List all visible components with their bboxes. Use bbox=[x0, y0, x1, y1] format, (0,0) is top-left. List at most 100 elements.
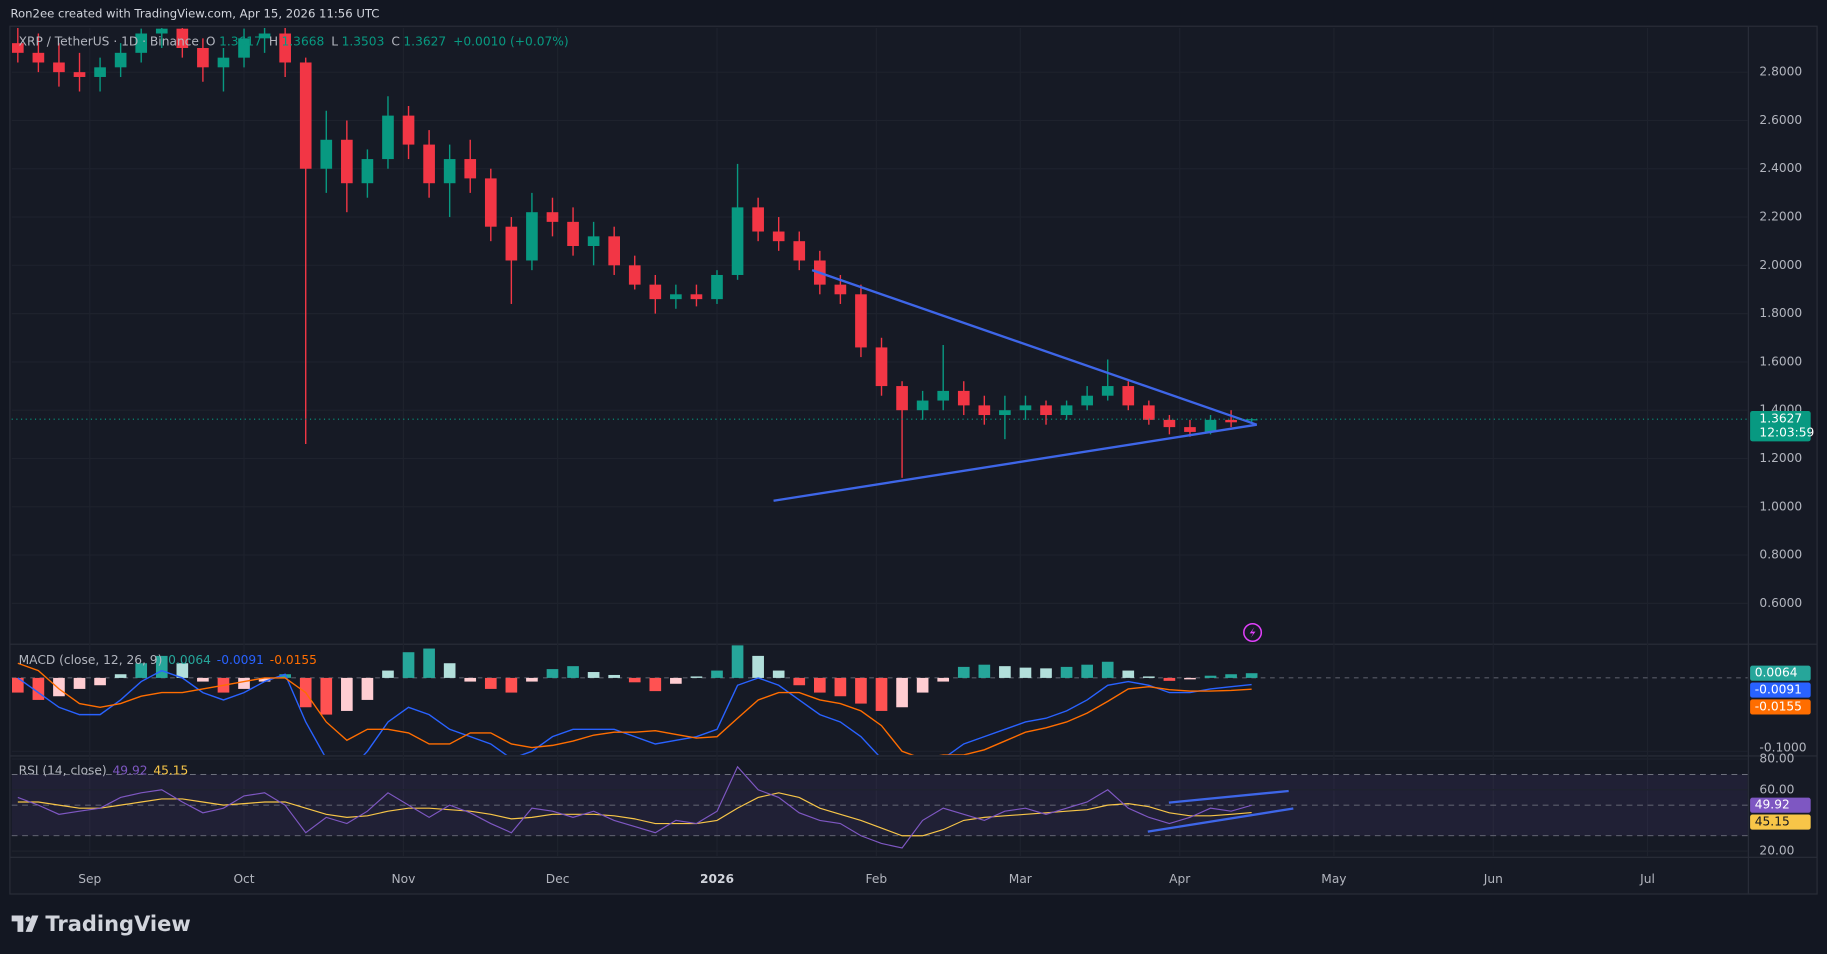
histogram-bar bbox=[1143, 676, 1155, 678]
alert-icon[interactable] bbox=[1243, 623, 1263, 642]
histogram-bar bbox=[1101, 661, 1114, 678]
candle-body bbox=[505, 226, 518, 261]
candle-body bbox=[772, 231, 785, 242]
header-text: Ron2ee created with TradingView.com, Apr… bbox=[10, 6, 379, 20]
histogram-bar bbox=[1081, 664, 1093, 678]
y-tick-label: 2.6000 bbox=[1759, 113, 1802, 127]
histogram-bar bbox=[135, 663, 148, 678]
candle-body bbox=[608, 236, 621, 266]
y-tick-label: 2.8000 bbox=[1759, 65, 1802, 79]
candle-body bbox=[875, 347, 888, 387]
histogram-bar bbox=[999, 666, 1011, 678]
histogram-bar bbox=[896, 677, 908, 708]
histogram-bar bbox=[94, 677, 106, 686]
histogram-bar bbox=[279, 674, 291, 678]
candle-body bbox=[937, 390, 950, 401]
candle-body bbox=[1122, 386, 1135, 406]
candle-body bbox=[238, 38, 250, 58]
candle-body bbox=[916, 400, 929, 411]
histogram-bar bbox=[53, 677, 65, 697]
change-value: +0.0010 (+0.07%) bbox=[453, 34, 568, 48]
trendline bbox=[1147, 807, 1294, 833]
candle-body bbox=[896, 386, 908, 411]
candle-body bbox=[1245, 419, 1258, 421]
histogram-bar bbox=[402, 652, 415, 678]
histogram-bar bbox=[505, 677, 518, 693]
candle-body bbox=[217, 57, 230, 68]
brand-name: TradingView bbox=[45, 912, 190, 936]
histogram-bar bbox=[1225, 674, 1237, 678]
x-tick-label: Nov bbox=[391, 872, 415, 886]
alert-icon-bolt[interactable] bbox=[1249, 627, 1256, 638]
y-tick-label: -0.1000 bbox=[1759, 740, 1806, 754]
candle-body bbox=[1225, 419, 1237, 423]
trendline bbox=[1168, 789, 1289, 804]
candle-body bbox=[11, 43, 24, 53]
price-plot bbox=[11, 27, 1748, 604]
symbol: XRP / TetherUS · 1D · Binance bbox=[19, 34, 199, 48]
x-tick-label: Feb bbox=[866, 872, 888, 886]
candle-body bbox=[402, 115, 415, 145]
histogram-bar bbox=[1245, 673, 1258, 678]
histogram-bar bbox=[649, 677, 662, 692]
x-tick-label: Dec bbox=[546, 872, 570, 886]
histogram-bar bbox=[32, 677, 45, 700]
histogram-bar bbox=[73, 677, 86, 689]
brand-logo: TradingView bbox=[11, 912, 191, 936]
y-tick-label: 0.8000 bbox=[1759, 548, 1802, 562]
candle-body bbox=[1143, 405, 1155, 420]
candle-body bbox=[1081, 395, 1093, 406]
histogram-bar bbox=[937, 677, 950, 682]
candle-body bbox=[793, 241, 806, 261]
histogram-bar bbox=[711, 670, 723, 678]
x-tick-label: Apr bbox=[1169, 872, 1191, 886]
candle-body bbox=[649, 284, 662, 300]
x-tick-label: May bbox=[1321, 872, 1346, 886]
histogram-bar bbox=[484, 677, 497, 689]
candle-body bbox=[1101, 386, 1114, 396]
histogram-bar bbox=[382, 670, 394, 678]
y-tick-label: 80.00 bbox=[1759, 752, 1794, 766]
histogram-bar bbox=[834, 677, 847, 697]
value-badge-bg bbox=[1750, 682, 1811, 698]
alert-icon-circle[interactable] bbox=[1243, 623, 1263, 642]
y-tick-label: 1.0000 bbox=[1759, 499, 1802, 513]
histogram-bar bbox=[1040, 668, 1052, 678]
histogram-bar bbox=[155, 655, 168, 678]
candle-body bbox=[341, 139, 353, 184]
candle-body bbox=[690, 294, 703, 300]
indicator-title: MACD (close, 12, 26, 9) bbox=[19, 653, 163, 667]
histogram-bar bbox=[320, 677, 333, 715]
candle-body bbox=[299, 62, 312, 169]
histogram-bar bbox=[752, 655, 764, 678]
histogram-bar bbox=[1060, 666, 1073, 678]
histogram-bar bbox=[341, 677, 353, 711]
signal-line bbox=[17, 662, 1252, 755]
candle-body bbox=[957, 390, 970, 406]
y-tick-label: 20.00 bbox=[1759, 844, 1794, 858]
ma-line bbox=[17, 792, 1252, 837]
histogram-bar bbox=[813, 677, 826, 693]
histogram-bar bbox=[690, 676, 703, 678]
value-badge-bg bbox=[1750, 665, 1811, 681]
y-tick-label: 0.6000 bbox=[1759, 596, 1802, 610]
candle-body bbox=[978, 405, 991, 416]
histogram-bar bbox=[1019, 667, 1032, 678]
histogram-bar bbox=[464, 677, 477, 682]
candle-body bbox=[279, 33, 291, 63]
candle-body bbox=[135, 33, 148, 53]
rsi-line bbox=[17, 765, 1252, 849]
candle-body bbox=[197, 47, 209, 68]
y-tick-label: 1.8000 bbox=[1759, 306, 1802, 320]
candle-body bbox=[1184, 427, 1196, 432]
candle-body bbox=[526, 212, 538, 261]
candle-body bbox=[855, 294, 867, 348]
logo-dot bbox=[25, 916, 31, 922]
ohlc-label: O bbox=[206, 34, 216, 48]
candle-body bbox=[53, 62, 65, 73]
value-badge-bg bbox=[1750, 699, 1811, 715]
legend-value: 45.15 bbox=[153, 764, 188, 778]
ohlc-label: C bbox=[391, 34, 400, 48]
candle-body bbox=[731, 207, 744, 275]
candle-body bbox=[628, 265, 641, 285]
